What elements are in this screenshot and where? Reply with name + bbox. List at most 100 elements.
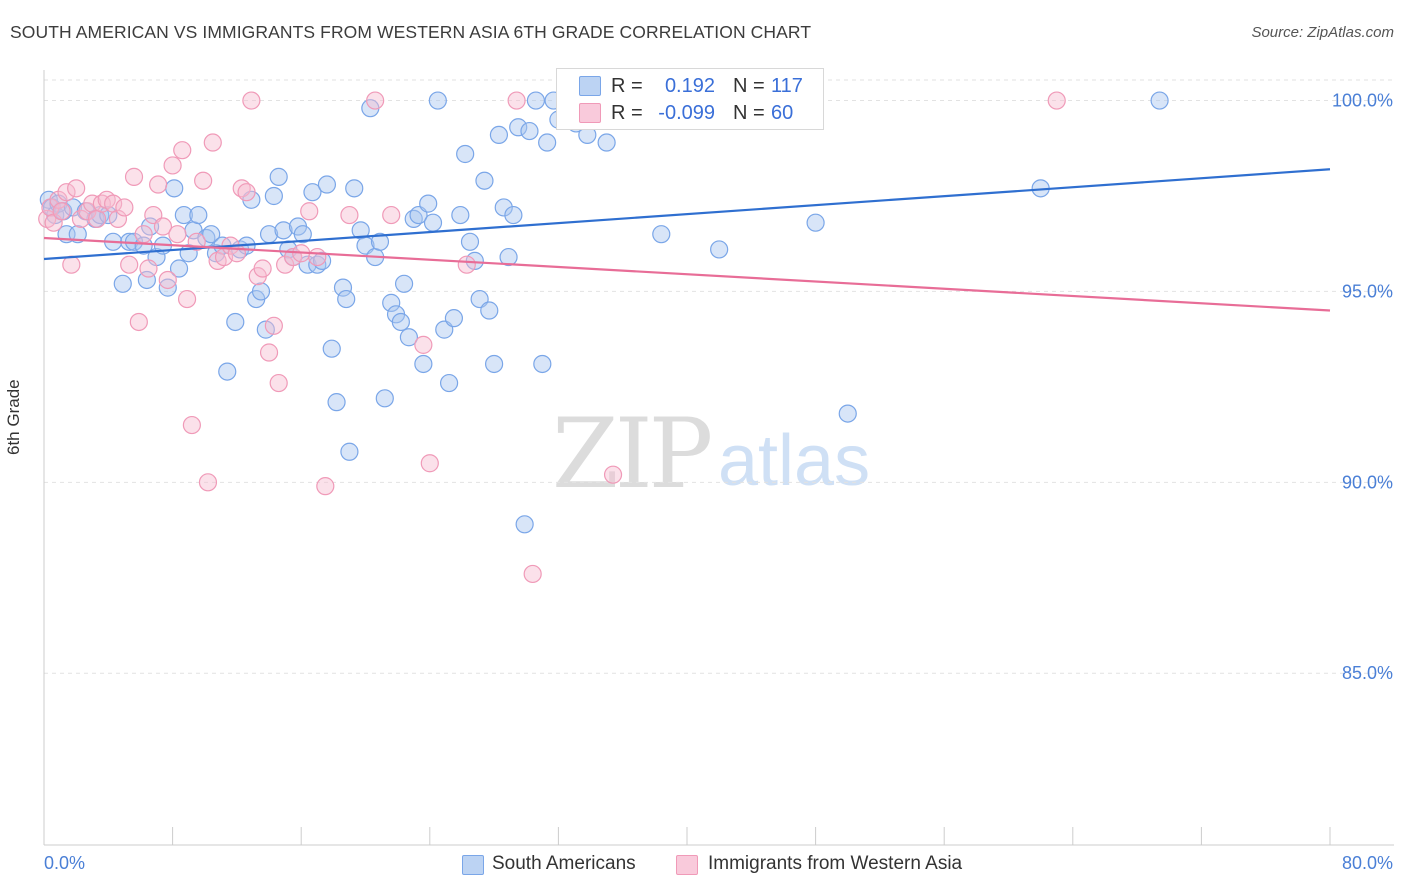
legend-r-value: 0.192 bbox=[664, 75, 715, 97]
south-american-point bbox=[414, 354, 433, 374]
x-tick-label: 0.0% bbox=[44, 853, 85, 873]
western-asia-point bbox=[108, 209, 128, 228]
south-american-point bbox=[165, 179, 184, 198]
south-american-point bbox=[158, 278, 177, 297]
south-american-point bbox=[218, 362, 237, 381]
bottom-legend-swatch-pink bbox=[676, 855, 698, 875]
south-american-point bbox=[169, 259, 189, 278]
south-american-point bbox=[298, 255, 317, 274]
bottom-legend-label-blue: South Americans bbox=[492, 853, 636, 874]
western-asia-point bbox=[158, 270, 177, 290]
south-american-point bbox=[533, 354, 552, 374]
south-american-point bbox=[460, 232, 480, 251]
south-american-point bbox=[520, 121, 539, 141]
south-american-point bbox=[274, 221, 293, 240]
south-american-point bbox=[340, 442, 359, 461]
south-american-point bbox=[113, 274, 132, 293]
watermark-zip: ZIP bbox=[552, 398, 713, 510]
legend-n-value: 60 bbox=[771, 102, 794, 124]
south-american-point bbox=[399, 328, 419, 347]
south-american-point bbox=[382, 293, 401, 312]
south-american-point bbox=[504, 205, 523, 225]
western-asia-point bbox=[62, 255, 81, 274]
x-tick-label: 80.0% bbox=[1342, 853, 1393, 873]
y-tick-label: 90.0% bbox=[1342, 472, 1393, 492]
western-asia-point bbox=[316, 477, 335, 496]
south-american-point bbox=[322, 339, 341, 358]
legend-n-label: N = bbox=[733, 102, 765, 124]
western-asia-point bbox=[366, 91, 385, 110]
western-asia-point bbox=[57, 183, 76, 202]
western-asia-point bbox=[194, 171, 213, 190]
western-asia-point bbox=[308, 247, 327, 267]
western-asia-point bbox=[67, 179, 86, 198]
south-american-point bbox=[68, 225, 87, 244]
legend-swatch-pink bbox=[579, 103, 601, 123]
south-american-point bbox=[394, 274, 414, 293]
south-american-point bbox=[1150, 91, 1169, 110]
south-american-point bbox=[419, 194, 438, 213]
south-american-point bbox=[370, 232, 390, 251]
south-american-point bbox=[499, 247, 518, 267]
south-american-point bbox=[391, 312, 410, 332]
western-asia-point bbox=[242, 91, 261, 110]
south-american-point bbox=[515, 515, 534, 534]
legend-n-label: N = bbox=[733, 75, 765, 97]
south-american-point bbox=[652, 225, 671, 244]
south-american-point bbox=[439, 373, 459, 393]
south-american-point bbox=[337, 289, 356, 309]
data-points bbox=[38, 91, 1169, 584]
western-asia-point bbox=[414, 335, 433, 354]
grid-lines bbox=[44, 79, 1392, 674]
south-american-point bbox=[509, 118, 528, 137]
south-american-point bbox=[375, 389, 394, 408]
western-asia-point bbox=[124, 167, 144, 186]
western-asia-point bbox=[227, 244, 246, 263]
western-asia-point bbox=[173, 141, 192, 160]
bottom-legend-swatch-blue bbox=[462, 855, 484, 875]
axes bbox=[43, 70, 1394, 846]
south-american-point bbox=[494, 198, 513, 217]
south-american-point bbox=[538, 133, 557, 152]
south-american-point bbox=[99, 205, 118, 225]
legend-row-western-asia: R = -0.099 N = 60 bbox=[557, 100, 823, 126]
south-american-trend-line bbox=[43, 168, 1331, 261]
bottom-legend-label-pink: Immigrants from Western Asia bbox=[708, 853, 963, 874]
south-american-point bbox=[526, 91, 545, 110]
y-axis-label: 6th Grade bbox=[4, 379, 23, 455]
chart-title: SOUTH AMERICAN VS IMMIGRANTS FROM WESTER… bbox=[10, 22, 812, 42]
south-american-point bbox=[597, 133, 616, 152]
legend-swatch-blue bbox=[579, 76, 601, 96]
south-american-point bbox=[269, 167, 288, 186]
south-american-point bbox=[456, 144, 475, 164]
south-american-point bbox=[444, 309, 464, 328]
south-american-point bbox=[293, 225, 312, 244]
western-asia-point bbox=[237, 183, 256, 202]
western-asia-point bbox=[253, 259, 272, 278]
western-asia-point bbox=[264, 316, 283, 335]
western-asia-point bbox=[269, 373, 288, 393]
western-asia-point bbox=[300, 202, 319, 221]
y-tick-label: 95.0% bbox=[1342, 281, 1393, 301]
south-american-point bbox=[137, 270, 156, 290]
south-american-point bbox=[264, 186, 283, 206]
south-american-point bbox=[140, 217, 160, 236]
western-asia-point bbox=[340, 205, 359, 225]
western-asia-point bbox=[52, 202, 71, 221]
western-asia-point bbox=[115, 198, 134, 217]
south-american-point bbox=[423, 213, 443, 232]
western-asia-point bbox=[163, 156, 182, 175]
western-asia-point bbox=[507, 91, 526, 110]
western-asia-point bbox=[203, 133, 222, 152]
legend-r-label: R = bbox=[611, 75, 643, 97]
south-american-point bbox=[806, 213, 825, 232]
south-american-point bbox=[303, 183, 322, 202]
western-asia-point bbox=[182, 415, 201, 435]
south-american-point bbox=[345, 179, 364, 198]
western-asia-point bbox=[153, 217, 173, 236]
south-american-point bbox=[317, 175, 337, 194]
south-american-point bbox=[174, 205, 193, 225]
y-tick-label: 85.0% bbox=[1342, 663, 1393, 683]
western-asia-point bbox=[134, 225, 153, 244]
